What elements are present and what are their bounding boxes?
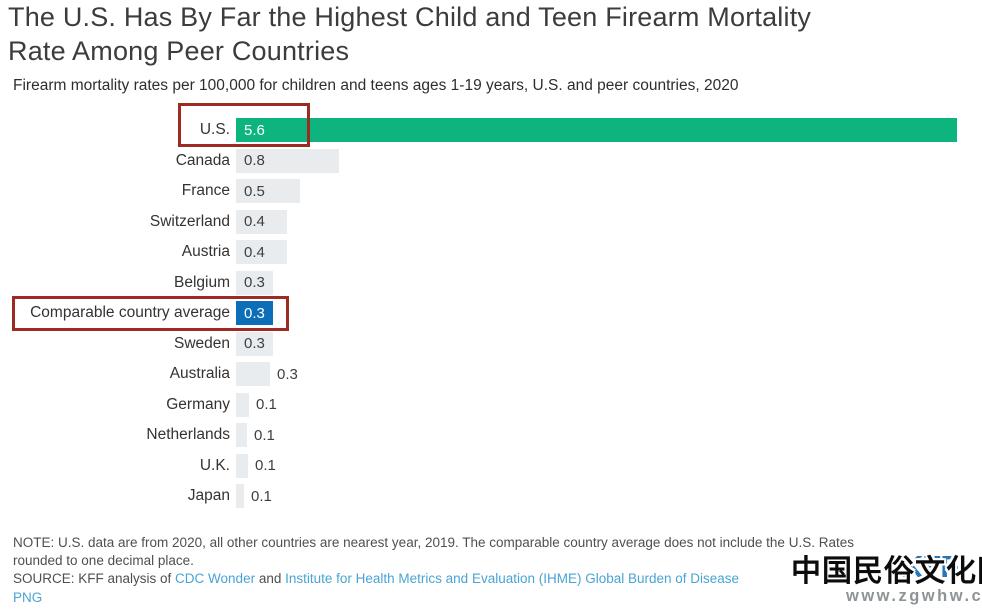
bar: 0.4: [236, 240, 287, 265]
bar: 0.5: [236, 179, 300, 204]
bar-value: 0.1: [251, 487, 272, 505]
bar-value: 0.3: [244, 335, 265, 353]
highlight-box-us: [178, 103, 310, 147]
bar-value: 0.1: [255, 457, 276, 475]
bar-row: Germany 0.1: [0, 390, 982, 421]
bar: 0.3: [236, 270, 273, 295]
highlight-box-average: [12, 296, 289, 331]
bar-row: Belgium 0.3: [0, 268, 982, 299]
bar-label: Netherlands: [146, 426, 230, 444]
bar-row: Japan 0.1: [0, 481, 982, 512]
note-line1: NOTE: U.S. data are from 2020, all other…: [13, 535, 785, 550]
bar-value: 0.3: [277, 365, 298, 383]
bar-row: U.S. 5.6: [0, 115, 982, 146]
bar-row: Comparable country average 0.3: [0, 298, 982, 329]
bar-row: Netherlands 0.1: [0, 420, 982, 451]
bar-label: France: [181, 182, 230, 200]
chart-subtitle: Firearm mortality rates per 100,000 for …: [13, 77, 739, 94]
png-link[interactable]: PNG: [13, 589, 43, 605]
bar-row: Switzerland 0.4: [0, 207, 982, 238]
kff-logo: KFF: [901, 549, 959, 584]
bar-value: 0.1: [256, 396, 277, 414]
cdc-wonder-link[interactable]: CDC Wonder: [175, 571, 256, 587]
source-prefix: SOURCE: KFF analysis of: [13, 571, 176, 587]
bar-label: Sweden: [173, 334, 230, 352]
bar: [236, 453, 248, 478]
bar-label: Australia: [169, 365, 230, 383]
bar: 0.8: [236, 148, 339, 173]
bar-value: 0.5: [244, 182, 265, 200]
source-and: and: [255, 571, 286, 587]
watermark-url: www.zgwhw.com: [846, 587, 982, 605]
note-text: NOTE: U.S. data are from 2020, all other…: [13, 534, 893, 570]
bar-label: Germany: [166, 395, 230, 413]
bar-row: Canada 0.8: [0, 146, 982, 177]
source-text: SOURCE: KFF analysis of CDC Wonder and I…: [13, 570, 982, 588]
bar-value: 0.4: [244, 213, 265, 231]
bar-label: Comparable country average: [30, 304, 230, 322]
bar-row: Australia 0.3: [0, 359, 982, 390]
bar-value: 0.3: [244, 304, 265, 322]
bar-row: Sweden 0.3: [0, 329, 982, 360]
bar-value: 0.3: [244, 274, 265, 292]
bar: 5.6: [236, 118, 957, 143]
bar: 0.3: [236, 331, 273, 356]
bar: [236, 484, 244, 509]
bar-value: 5.6: [244, 121, 265, 139]
bar-row: U.K. 0.1: [0, 451, 982, 482]
bar-label: Canada: [175, 151, 230, 169]
chart-footer: NOTE: U.S. data are from 2020, all other…: [13, 534, 982, 607]
bar: 0.3: [236, 301, 273, 326]
bar-chart: U.S. 5.6 Canada 0.8 France 0.5 Switzerland 0.4 A…: [0, 115, 982, 512]
bar-value: 0.1: [254, 426, 275, 444]
bar-label: U.S.: [199, 121, 230, 139]
bar: 0.4: [236, 209, 287, 234]
bar-value: 0.8: [244, 152, 265, 170]
ihme-link[interactable]: Institute for Health Metrics and Evaluat…: [285, 571, 740, 587]
bar-label: Austria: [181, 243, 230, 261]
png-download-row: PNG: [13, 589, 982, 607]
bar-row: Austria 0.4: [0, 237, 982, 268]
bar: [236, 423, 247, 448]
chart-title-line1: The U.S. Has By Far the Highest Child an…: [8, 2, 812, 32]
bar-label: Japan: [187, 487, 230, 505]
watermark-chinese-text: 中国民俗文化网: [791, 555, 982, 588]
bar-label: U.K.: [199, 456, 230, 474]
bar-label: Switzerland: [149, 212, 230, 230]
chart-title: The U.S. Has By Far the Highest Child an…: [8, 0, 948, 68]
bar: [236, 362, 270, 387]
note-line2: U.S. Rates rounded to one decimal place.: [13, 535, 854, 569]
chart-title-line2: Rate Among Peer Countries: [8, 36, 350, 66]
bar-value: 0.4: [244, 243, 265, 261]
bar-label: Belgium: [174, 273, 230, 291]
bar: [236, 392, 249, 417]
bar-row: France 0.5: [0, 176, 982, 207]
